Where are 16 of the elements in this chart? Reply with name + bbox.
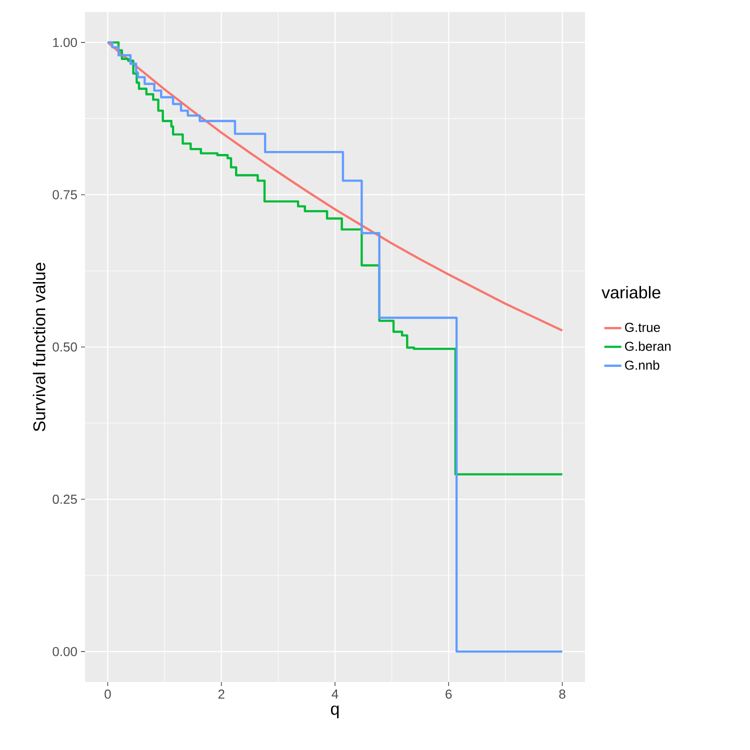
legend-label: G.true <box>625 322 660 332</box>
x-tick-label: 2 <box>218 690 224 699</box>
y-tick-label: 0.75 <box>52 190 77 200</box>
y-tick-label: 0.00 <box>52 646 77 656</box>
y-tick-label: 0.25 <box>52 494 77 504</box>
x-tick-label: 6 <box>446 690 452 699</box>
x-axis-title: q <box>330 706 339 718</box>
y-axis-title: Survival function value <box>32 262 46 432</box>
x-tick-label: 4 <box>332 690 338 698</box>
x-tick-label: 8 <box>559 690 566 699</box>
legend-title: variable <box>602 286 660 298</box>
x-tick-label: 0 <box>104 690 111 699</box>
legend-label: G.beran <box>625 341 671 351</box>
y-tick-label: 1.00 <box>53 38 77 48</box>
y-tick-label: 0.50 <box>52 342 77 352</box>
legend-label: G.nnb <box>625 360 660 370</box>
